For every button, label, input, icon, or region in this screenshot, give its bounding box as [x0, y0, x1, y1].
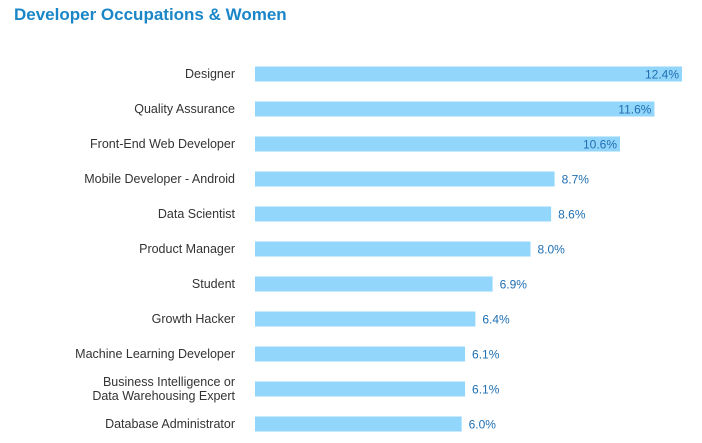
category-label-line: Data Warehousing Expert	[92, 389, 235, 403]
bar-7	[255, 311, 476, 327]
category-label-line: Business Intelligence or	[103, 375, 235, 389]
category-label-4: Data Scientist	[158, 207, 236, 221]
category-label-line: Growth Hacker	[152, 312, 235, 326]
category-label-7: Growth Hacker	[152, 312, 235, 326]
category-label-line: Database Administrator	[105, 417, 235, 431]
category-label-line: Machine Learning Developer	[75, 347, 235, 361]
value-label-10: 6.0%	[469, 418, 497, 432]
bar-1	[255, 101, 655, 117]
category-label-line: Student	[192, 277, 236, 291]
value-label-9: 6.1%	[472, 383, 500, 397]
bar-5	[255, 241, 531, 257]
bar-9	[255, 381, 466, 397]
category-label-0: Designer	[185, 67, 235, 81]
category-label-line: Designer	[185, 67, 235, 81]
bar-0	[255, 66, 682, 82]
category-label-2: Front-End Web Developer	[90, 137, 235, 151]
category-label-line: Quality Assurance	[134, 102, 235, 116]
category-label-10: Database Administrator	[105, 417, 235, 431]
value-label-6: 6.9%	[500, 278, 528, 292]
bar-6	[255, 276, 493, 292]
category-label-6: Student	[192, 277, 236, 291]
category-label-line: Mobile Developer - Android	[84, 172, 235, 186]
bar-8	[255, 346, 466, 362]
category-label-line: Product Manager	[139, 242, 235, 256]
bar-3	[255, 171, 555, 187]
value-label-1: 11.6%	[618, 103, 651, 117]
value-label-4: 8.6%	[558, 208, 586, 222]
chart-title: Developer Occupations & Women	[14, 5, 287, 24]
bar-10	[255, 416, 462, 432]
category-label-line: Data Scientist	[158, 207, 236, 221]
value-label-2: 10.6%	[583, 138, 617, 152]
value-label-7: 6.4%	[482, 313, 510, 327]
category-label-3: Mobile Developer - Android	[84, 172, 235, 186]
category-label-1: Quality Assurance	[134, 102, 235, 116]
bar-4	[255, 206, 552, 222]
bar-2	[255, 136, 621, 152]
value-label-5: 8.0%	[537, 243, 565, 257]
category-label-9: Business Intelligence or Data Warehousing…	[92, 375, 235, 403]
category-label-line: Front-End Web Developer	[90, 137, 235, 151]
category-label-8: Machine Learning Developer	[75, 347, 235, 361]
category-label-5: Product Manager	[139, 242, 235, 256]
value-label-0: 12.4%	[645, 68, 679, 82]
value-label-3: 8.7%	[562, 173, 590, 187]
value-label-8: 6.1%	[472, 348, 500, 362]
